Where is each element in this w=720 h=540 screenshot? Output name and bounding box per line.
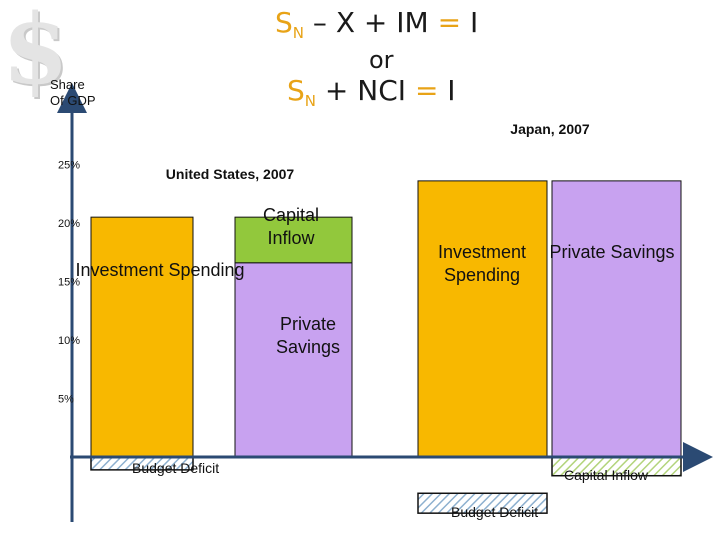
bar-label-japan-private-savings: Private Savings — [549, 242, 675, 262]
y-tick-label: 5% — [58, 394, 74, 406]
segment-label-us-capital-inflow: Capital Inflow — [262, 205, 320, 248]
segment-label-japan-budget-deficit: Budget Deficit — [451, 504, 539, 520]
segment-label-us-private-savings: Private Savings — [275, 314, 341, 357]
y-tick-label: 20% — [58, 218, 80, 230]
y-axis-label: Share Of GDP — [50, 77, 96, 108]
panel-title-us: United States, 2007 — [165, 166, 295, 182]
bar-label-us-investment: Investment Spending — [75, 260, 245, 280]
bar-segment-us-capital-inflow — [234, 216, 353, 264]
bar-segment-japan-private-savings — [551, 180, 682, 458]
bar-segment-us-private-savings — [234, 262, 353, 458]
bar-segment-japan-investment — [417, 180, 548, 458]
equation-line-1: SN – X + IM = I — [275, 6, 479, 42]
y-tick-label: 10% — [58, 335, 80, 347]
bar-segment-us-investment — [90, 216, 194, 458]
segment-label-us-budget-deficit: Budget Deficit — [132, 460, 220, 476]
bar-label-japan-investment: Investment Spending — [437, 242, 527, 285]
equation-line-2: SN + NCI = I — [287, 74, 456, 110]
panel-title-japan: Japan, 2007 — [510, 121, 590, 137]
bar-segment-japan-budget-deficit — [417, 492, 548, 514]
y-tick-label: 15% — [58, 277, 80, 289]
dollar-sign-icon: $ — [2, 0, 69, 106]
y-tick-label: 25% — [58, 160, 80, 172]
equation-or: or — [369, 46, 394, 74]
segment-label-japan-capital-inflow: Capital Inflow — [564, 467, 649, 483]
